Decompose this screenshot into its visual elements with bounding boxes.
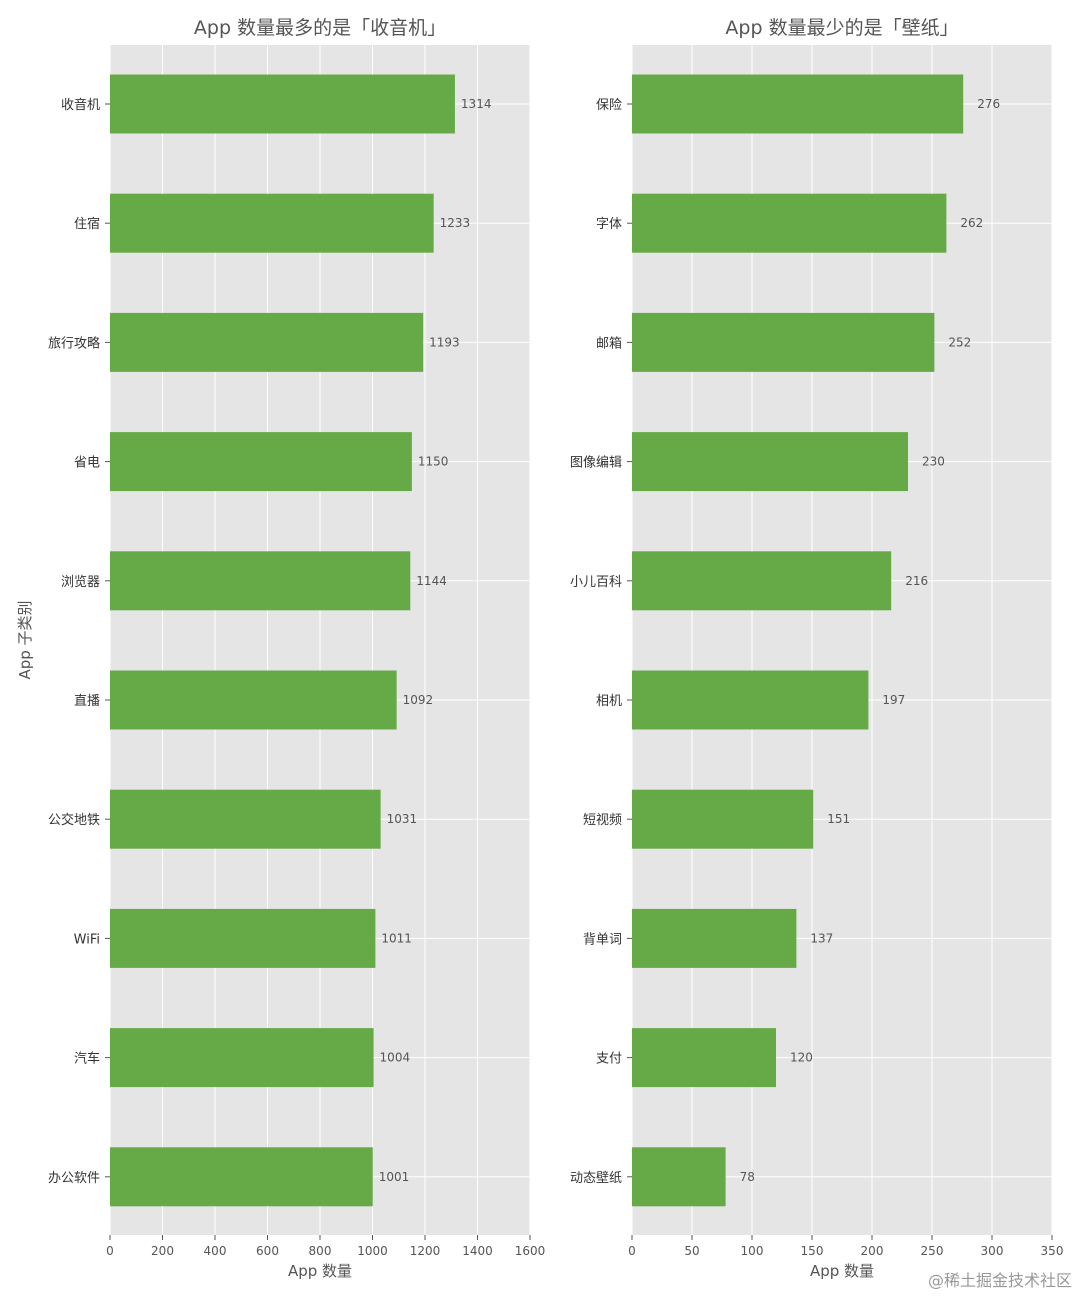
y-axis-label: App 子类别 bbox=[16, 600, 34, 679]
data-labels: 276 262 252 230 216 197 151 137 120 78 bbox=[740, 97, 1001, 1184]
x-axis-label: App 数量 bbox=[288, 1262, 352, 1280]
bar bbox=[110, 74, 455, 134]
data-label: 276 bbox=[977, 97, 1000, 111]
data-label: 1011 bbox=[381, 931, 412, 945]
category-label: 浏览器 bbox=[61, 574, 100, 590]
bar bbox=[632, 432, 908, 492]
bar bbox=[110, 312, 424, 372]
data-label: 1233 bbox=[440, 216, 471, 230]
bar bbox=[110, 551, 411, 611]
bar bbox=[632, 789, 814, 849]
x-tick-label: 150 bbox=[801, 1244, 824, 1258]
watermark-text: @稀土掘金技术社区 bbox=[928, 1271, 1072, 1290]
x-tick-label: 800 bbox=[309, 1244, 332, 1258]
data-label: 1314 bbox=[461, 97, 492, 111]
category-label: WiFi bbox=[74, 932, 100, 947]
bar bbox=[632, 193, 947, 253]
data-label: 1193 bbox=[429, 335, 460, 349]
bar bbox=[632, 908, 797, 968]
data-label: 78 bbox=[740, 1170, 755, 1184]
category-label: 动态壁纸 bbox=[570, 1171, 622, 1186]
category-label: 公交地铁 bbox=[48, 812, 100, 828]
bars bbox=[110, 74, 455, 1207]
data-labels: 1314 1233 1193 1150 1144 1092 1031 1011 1004 1001 bbox=[379, 97, 492, 1184]
data-label: 197 bbox=[882, 693, 905, 707]
category-label: 相机 bbox=[596, 694, 622, 709]
x-axis-label: App 数量 bbox=[810, 1262, 874, 1280]
chart-title: App 数量最少的是「壁纸」 bbox=[725, 17, 958, 39]
x-tick-label: 350 bbox=[1041, 1244, 1064, 1258]
category-label: 汽车 bbox=[74, 1051, 100, 1067]
bar bbox=[110, 789, 381, 849]
category-label: 保险 bbox=[596, 98, 622, 113]
category-label: 小儿百科 bbox=[570, 575, 622, 590]
category-label: 背单词 bbox=[583, 932, 622, 947]
x-tick-label: 300 bbox=[981, 1244, 1004, 1258]
category-label: 直播 bbox=[74, 694, 100, 709]
x-tick-label: 0 bbox=[106, 1244, 114, 1258]
category-label: 省电 bbox=[74, 456, 100, 471]
data-label: 1144 bbox=[416, 574, 447, 588]
x-tick-label: 1200 bbox=[410, 1244, 441, 1258]
x-tick-label: 1000 bbox=[357, 1244, 388, 1258]
bar bbox=[632, 551, 892, 611]
x-tick-label: 0 bbox=[628, 1244, 636, 1258]
category-label: 收音机 bbox=[61, 97, 100, 113]
data-label: 1001 bbox=[379, 1170, 410, 1184]
bar bbox=[110, 1028, 374, 1088]
x-tick-label: 1600 bbox=[515, 1244, 546, 1258]
bar bbox=[632, 670, 869, 730]
bar bbox=[110, 432, 412, 492]
x-tick-label: 400 bbox=[204, 1244, 227, 1258]
bar bbox=[632, 74, 964, 134]
bar bbox=[110, 908, 376, 968]
data-label: 262 bbox=[960, 216, 983, 230]
bar bbox=[110, 193, 434, 253]
bar bbox=[632, 1028, 776, 1088]
data-label: 120 bbox=[790, 1051, 813, 1065]
data-label: 216 bbox=[905, 574, 928, 588]
data-label: 1031 bbox=[387, 812, 418, 826]
x-tick-label: 250 bbox=[921, 1244, 944, 1258]
x-tick-label: 100 bbox=[741, 1244, 764, 1258]
category-label: 短视频 bbox=[583, 813, 622, 828]
x-tick-label: 1400 bbox=[462, 1244, 493, 1258]
bar bbox=[110, 670, 397, 730]
chart-title: App 数量最多的是「收音机」 bbox=[194, 17, 446, 39]
x-tick-label: 50 bbox=[684, 1244, 699, 1258]
data-label: 1004 bbox=[380, 1051, 411, 1065]
data-label: 151 bbox=[827, 812, 850, 826]
data-label: 230 bbox=[922, 455, 945, 469]
category-label: 邮箱 bbox=[596, 335, 622, 351]
data-label: 1150 bbox=[418, 455, 449, 469]
category-label: 旅行攻略 bbox=[48, 335, 100, 351]
category-label: 住宿 bbox=[74, 216, 100, 232]
category-label: 支付 bbox=[596, 1052, 622, 1067]
bar bbox=[110, 1147, 373, 1207]
x-ticks: 0 50 100 150 200 250 300 350 bbox=[627, 103, 1064, 1258]
data-label: 252 bbox=[948, 335, 971, 349]
category-label: 图像编辑 bbox=[570, 456, 622, 471]
bars bbox=[632, 74, 964, 1207]
data-label: 1092 bbox=[403, 693, 434, 707]
x-tick-label: 200 bbox=[861, 1244, 884, 1258]
x-ticks: 0 200 400 600 800 1000 1200 1400 1600 bbox=[105, 103, 546, 1258]
bar bbox=[632, 312, 935, 372]
x-tick-label: 200 bbox=[151, 1244, 174, 1258]
category-label: 办公软件 bbox=[48, 1171, 100, 1186]
category-label: 字体 bbox=[596, 217, 622, 232]
x-tick-label: 600 bbox=[256, 1244, 279, 1258]
data-label: 137 bbox=[810, 931, 833, 945]
bar bbox=[632, 1147, 726, 1207]
